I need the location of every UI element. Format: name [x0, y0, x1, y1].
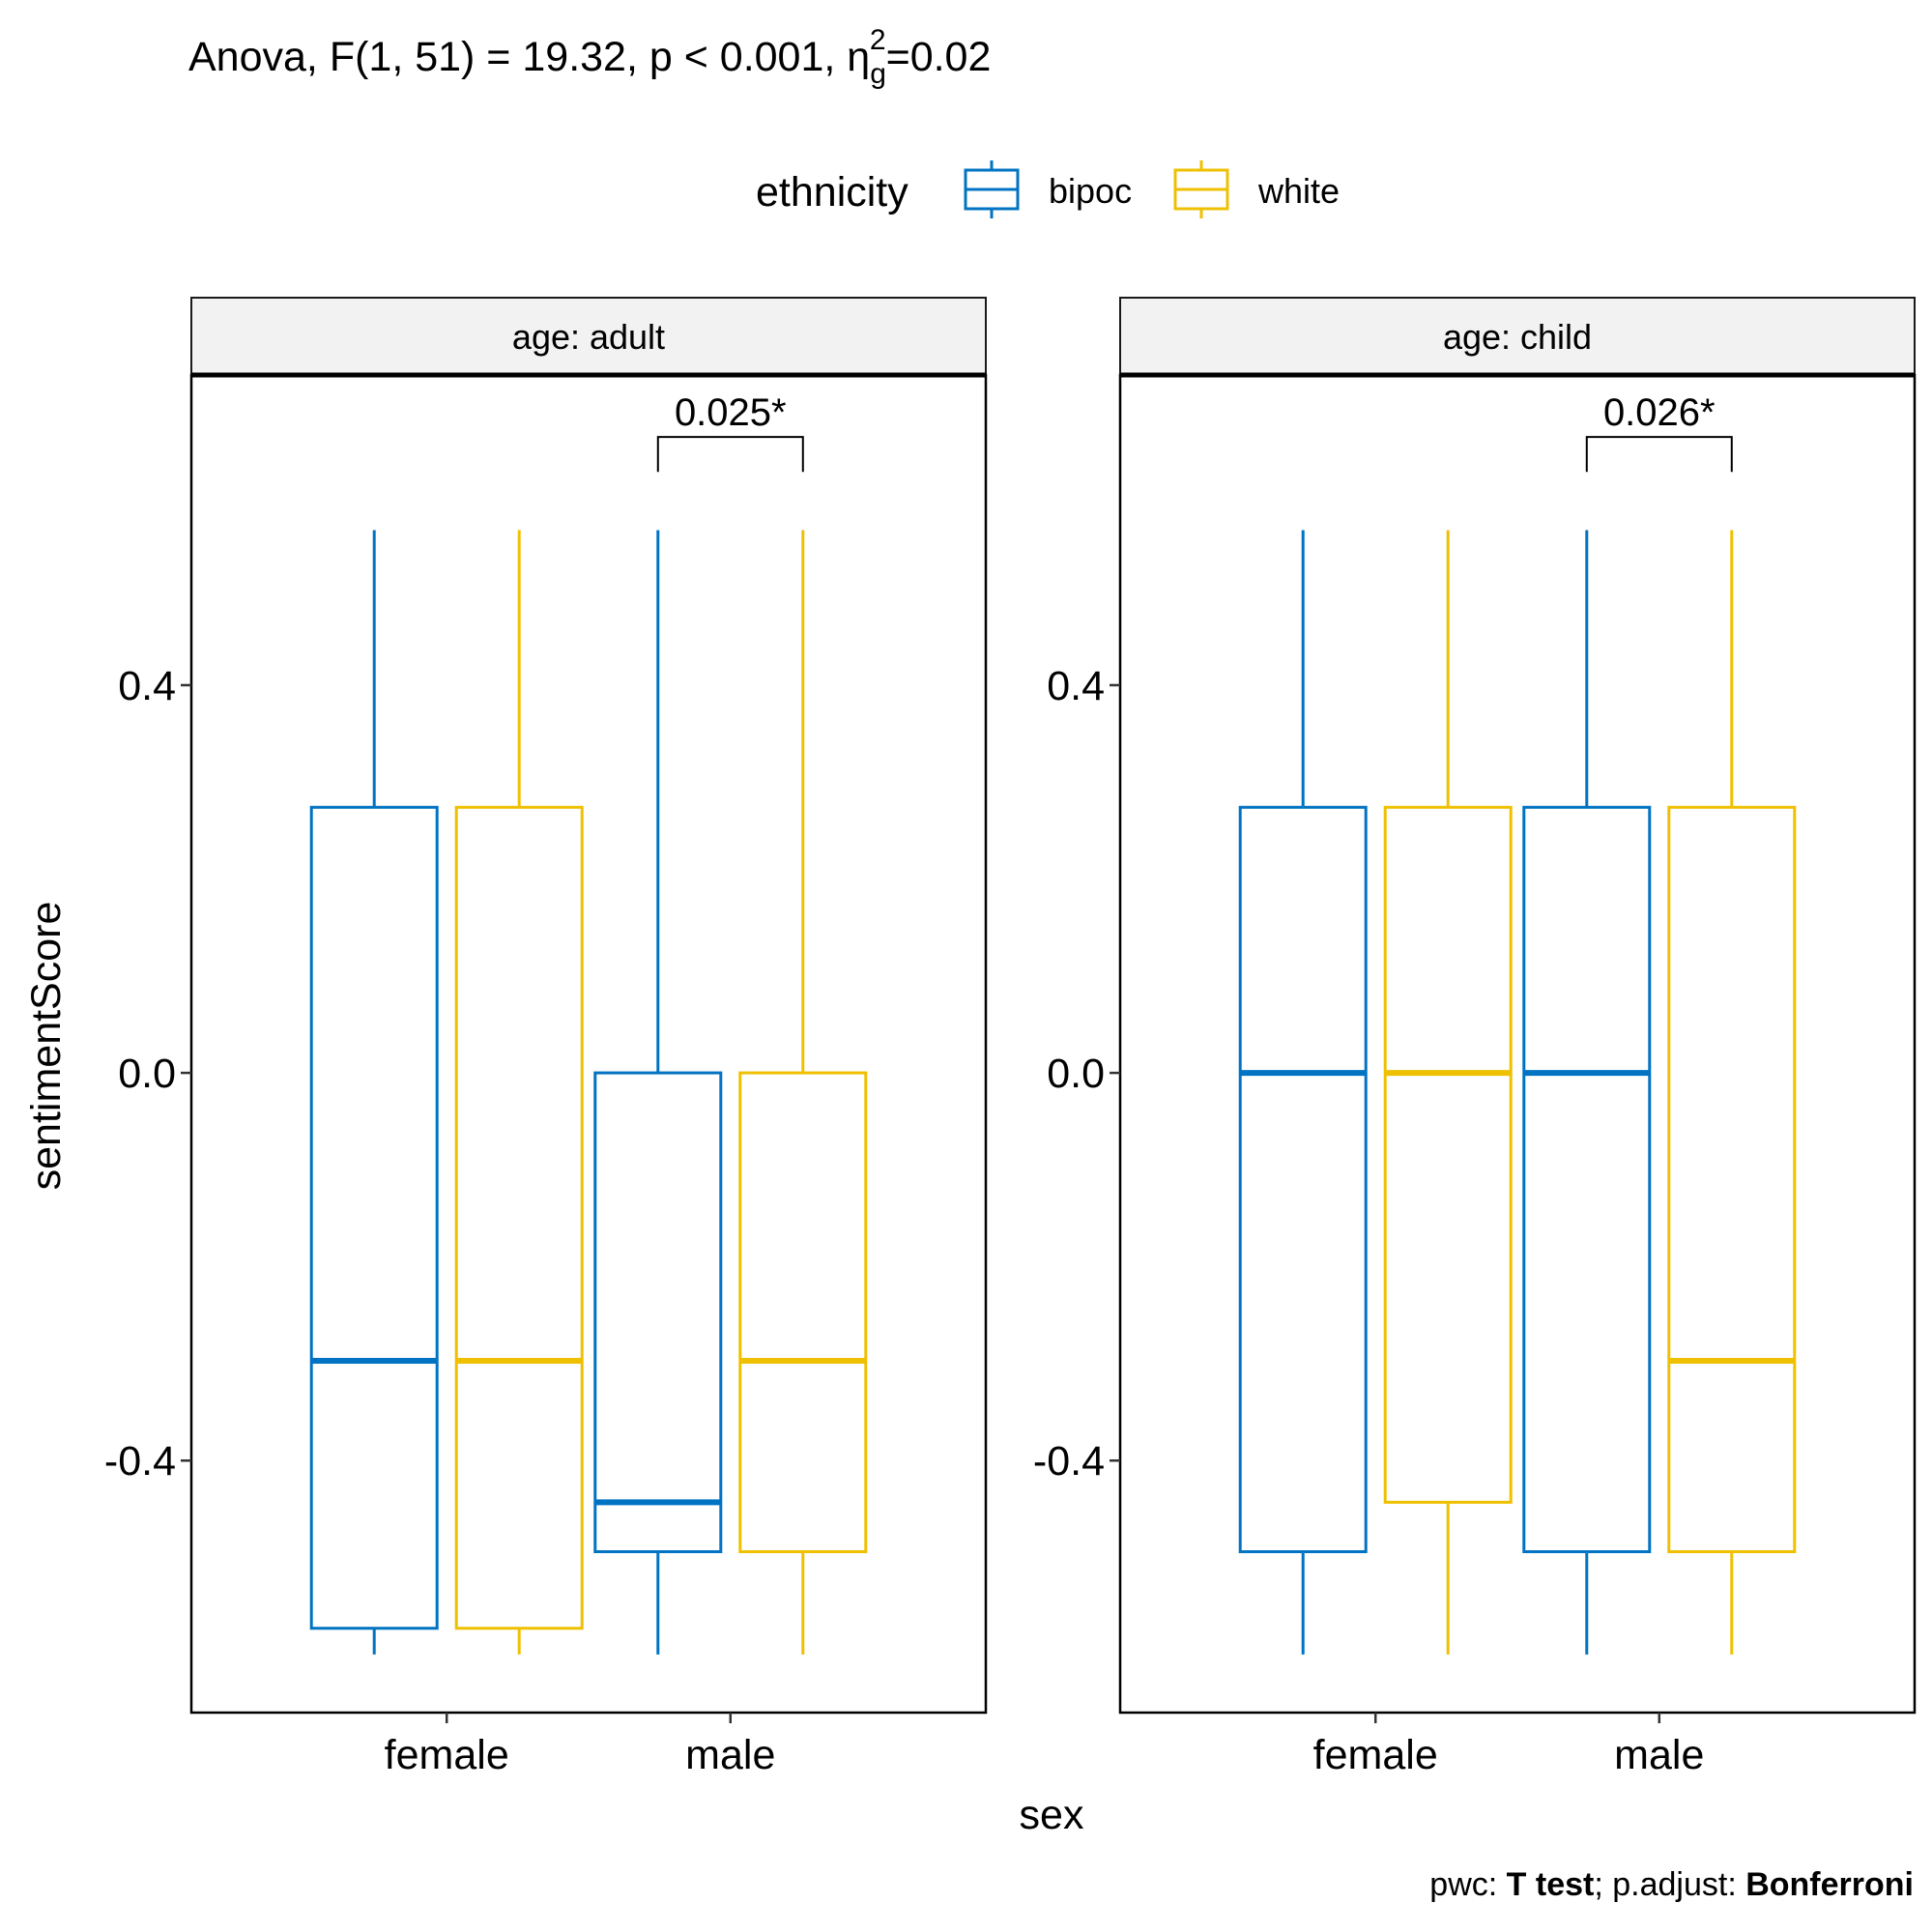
significance-bracket: 0.026*: [1585, 391, 1733, 473]
legend: ethnicity bipoc white: [756, 160, 1340, 218]
boxplot-male-white: [738, 530, 868, 1655]
boxplot-female-white: [454, 530, 584, 1655]
panel-strip: [1119, 297, 1916, 376]
box-iqr: [1667, 805, 1797, 1554]
boxplot-female-bipoc: [309, 530, 439, 1655]
bracket-label: 0.025*: [675, 391, 787, 434]
caption: pwc: T test; p.adjust: Bonferroni: [1429, 1866, 1914, 1903]
y-tick-label: 0.4: [1047, 663, 1105, 709]
box-iqr: [1238, 805, 1368, 1554]
y-tick-label: 0.4: [118, 663, 176, 709]
bracket-line: [656, 436, 804, 473]
y-tick-label: -0.4: [104, 1438, 176, 1485]
caption-part-1: pwc:: [1429, 1866, 1506, 1903]
boxplot-female-bipoc: [1238, 530, 1368, 1655]
chart-title-subscript: g: [870, 58, 886, 90]
x-tick-label-female: female: [1313, 1732, 1438, 1778]
panel-frame: [1118, 373, 1917, 1715]
bracket-label: 0.026*: [1603, 391, 1716, 434]
x-tick-label-female: female: [385, 1732, 509, 1778]
legend-item-white: white: [1173, 160, 1340, 218]
y-axis-title: sentimentScore: [23, 902, 70, 1191]
caption-part-2: T test: [1507, 1866, 1595, 1903]
panel-strip: [190, 297, 987, 376]
panel-frame: [189, 373, 988, 1715]
box-iqr: [593, 1071, 723, 1554]
boxplot-male-bipoc: [1522, 530, 1652, 1655]
box-iqr: [1522, 805, 1652, 1554]
box-iqr: [738, 1071, 868, 1554]
legend-title: ethnicity: [756, 169, 908, 216]
caption-part-4: Bonferroni: [1745, 1866, 1914, 1903]
legend-label-bipoc: bipoc: [1049, 171, 1132, 211]
box-iqr: [309, 805, 439, 1630]
chart-title-suffix: =0.02: [886, 34, 992, 80]
y-tick-label: -0.4: [1033, 1438, 1105, 1485]
boxplot-male-bipoc: [593, 530, 723, 1655]
boxplot-female-white: [1383, 530, 1513, 1655]
x-axis-title: sex: [1020, 1792, 1084, 1838]
panel-age-child: age: child -0.4 0.0 0.4 female male 0.026*: [1033, 297, 1917, 1778]
chart-title: Anova, F(1, 51) = 19.32, p < 0.001, ηg2=…: [188, 24, 991, 90]
significance-bracket: 0.025*: [656, 391, 804, 473]
y-tick-label: 0.0: [118, 1051, 176, 1097]
chart-title-prefix: Anova, F(1, 51) = 19.32, p < 0.001, η: [188, 34, 870, 80]
legend-label-white: white: [1257, 171, 1340, 211]
box-iqr: [1383, 805, 1513, 1504]
box-iqr: [454, 805, 584, 1630]
legend-item-bipoc: bipoc: [964, 160, 1132, 218]
boxplot-male-white: [1667, 530, 1797, 1655]
chart-title-superscript: 2: [870, 24, 886, 56]
x-tick-label-male: male: [685, 1732, 775, 1778]
panel-age-adult: age: adult -0.4 0.0 0.4 female male 0.025*: [104, 297, 988, 1778]
x-tick-label-male: male: [1614, 1732, 1704, 1778]
panel-strip-label: age: adult: [512, 317, 665, 357]
y-tick-label: 0.0: [1047, 1051, 1105, 1097]
caption-part-3: ; p.adjust:: [1594, 1866, 1745, 1903]
bracket-line: [1585, 436, 1733, 473]
panel-strip-label: age: child: [1443, 317, 1592, 357]
